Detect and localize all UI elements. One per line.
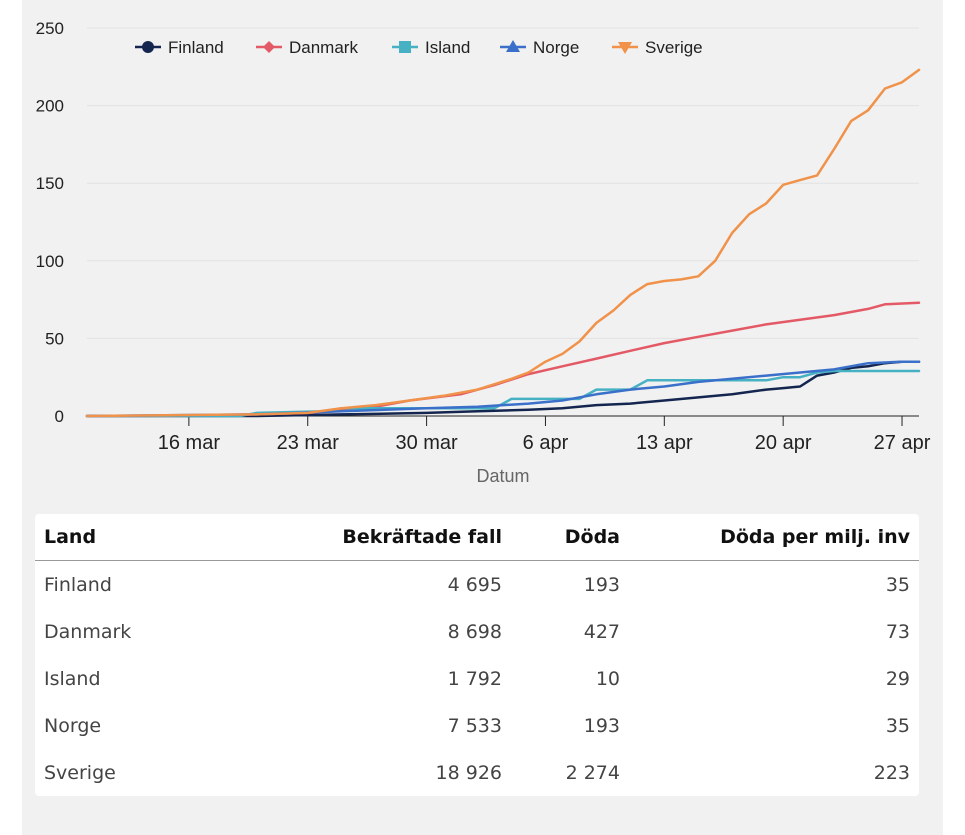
legend-marker-triangle-up-icon [506,40,520,52]
x-tick-label: 20 apr [755,432,812,454]
table-row: Sverige 18 926 2 274 223 [35,749,919,796]
y-tick-label: 150 [36,174,64,193]
legend-item-danmark: Danmark [256,38,358,57]
table-row: Finland 4 695 193 35 [35,561,919,609]
y-tick-label: 250 [36,19,64,38]
cell-fall: 1 792 [447,667,502,690]
y-tick-label: 0 [55,407,64,426]
cell-per-milj: 73 [885,620,910,643]
legend-label: Norge [533,38,579,57]
cell-per-milj: 29 [885,667,910,690]
chart-svg: 0 50 100 150 200 250 16 mar 23 mar 30 mar 6 apr 13… [36,19,931,486]
y-tick-label: 100 [36,252,64,271]
deaths-chart: 0 50 100 150 200 250 16 mar 23 mar 30 mar 6 apr 13… [36,19,931,486]
series-line-finland [85,360,921,418]
legend-item-island: Island [392,38,470,57]
table-header-row: Land Bekräftade fall Döda Döda per milj.… [35,514,919,561]
cell-land: Norge [44,714,102,737]
cell-doda: 2 274 [565,761,620,784]
table-row: Island 1 792 10 29 [35,655,919,702]
x-tick-label: 30 mar [395,432,458,454]
cell-doda: 193 [583,573,620,596]
x-tick-label: 6 apr [523,432,569,454]
cell-land: Danmark [44,620,132,643]
series-line-norge [85,360,921,418]
series-line-island [85,369,921,418]
cell-fall: 18 926 [435,761,502,784]
table-row: Danmark 8 698 427 73 [35,608,919,655]
cell-fall: 7 533 [447,714,502,737]
header-doda: Döda [511,514,629,561]
cell-doda: 10 [595,667,620,690]
series-line-danmark [85,301,921,418]
cell-land: Island [44,667,101,690]
legend-label: Sverige [645,38,703,57]
x-tick-label: 27 apr [874,432,931,454]
cell-fall: 8 698 [447,620,502,643]
header-bekraftade-fall: Bekräftade fall [233,514,511,561]
x-tick-label: 23 mar [277,432,340,454]
cell-per-milj: 35 [885,573,910,596]
series-line-sverige [85,68,921,418]
legend-marker-triangle-down-icon [618,42,632,54]
x-axis-title: Datum [476,466,529,486]
cell-land: Sverige [44,761,116,784]
legend-marker-square-icon [399,41,411,53]
cell-doda: 427 [583,620,620,643]
x-tick-label: 16 mar [158,432,221,454]
stats-table-card: Land Bekräftade fall Döda Döda per milj.… [35,514,919,796]
y-tick-label: 200 [36,97,64,116]
legend-label: Finland [168,38,224,57]
stats-table: Land Bekräftade fall Döda Döda per milj.… [35,514,919,796]
legend-item-norge: Norge [500,38,579,57]
header-doda-per-milj: Döda per milj. inv [629,514,919,561]
legend-item-finland: Finland [135,38,224,57]
legend-marker-circle-icon [142,41,154,53]
y-tick-label: 50 [45,329,64,348]
header-land: Land [35,514,233,561]
x-tick-label: 13 apr [636,432,693,454]
legend-label: Danmark [289,38,358,57]
cell-per-milj: 223 [873,761,910,784]
cell-land: Finland [44,573,112,596]
cell-fall: 4 695 [447,573,502,596]
legend-item-sverige: Sverige [612,38,703,57]
legend-marker-diamond-icon [263,41,275,53]
cell-doda: 193 [583,714,620,737]
legend-label: Island [425,38,470,57]
table-row: Norge 7 533 193 35 [35,702,919,749]
cell-per-milj: 35 [885,714,910,737]
